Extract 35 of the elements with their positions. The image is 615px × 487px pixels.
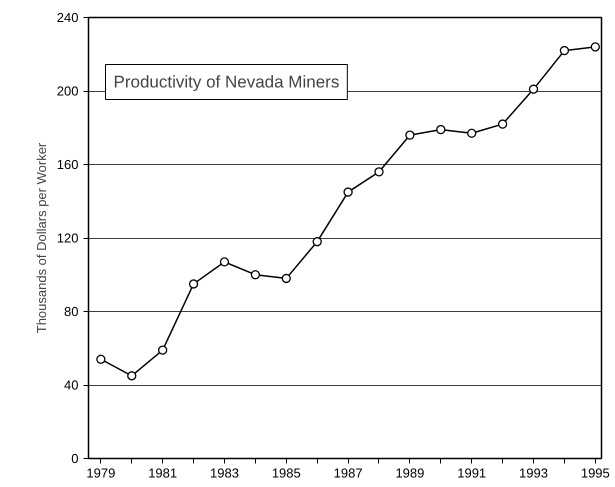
x-tick-label: 1983 [210, 466, 239, 480]
point [405, 130, 415, 140]
point [560, 46, 570, 56]
x-tick-label: 1995 [580, 466, 610, 480]
point [343, 187, 353, 197]
x-tick-label: 1985 [272, 466, 301, 480]
point [250, 270, 260, 280]
point [590, 42, 600, 52]
point [188, 279, 198, 289]
y-axis-title: Thousands of Dollars per Worker [34, 142, 49, 334]
y-tick-label: 240 [56, 10, 79, 25]
y-tick-label: 200 [56, 84, 79, 98]
x-tick-label: 1991 [457, 466, 486, 480]
point [282, 274, 291, 284]
point [96, 354, 106, 364]
x-tick-label: 1989 [395, 466, 424, 480]
y-tick-label: 160 [56, 157, 79, 172]
y-tick-label: 120 [56, 230, 79, 246]
x-tick-label: 1981 [148, 466, 178, 480]
x-tick-label: 1993 [519, 466, 548, 480]
text: Productivity of Nevada Miners [114, 72, 340, 92]
point [158, 345, 168, 355]
x-tick-label: 1979 [86, 466, 116, 480]
point [374, 167, 384, 176]
point [220, 257, 230, 267]
point [467, 128, 476, 138]
point [528, 84, 538, 94]
point [127, 371, 136, 380]
x-tick-label: 1987 [334, 466, 363, 480]
y-tick-label: 80 [64, 304, 79, 319]
y-tick-label: 40 [64, 378, 79, 392]
point [312, 237, 322, 246]
y-tick-label: 0 [71, 451, 79, 466]
point [498, 119, 508, 129]
point [436, 124, 446, 134]
